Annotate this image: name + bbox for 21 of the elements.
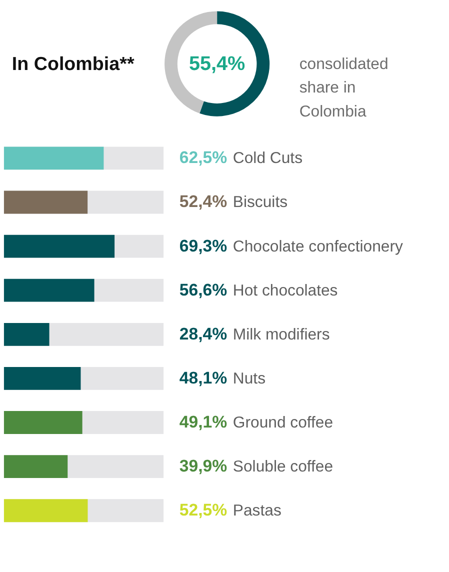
data-label: 52,4% (179, 192, 228, 212)
data-label: 52,5% (179, 500, 228, 520)
data-label: 28,4% (179, 324, 228, 344)
text: In Colombia** (12, 52, 135, 74)
data-label: 62,5% (179, 148, 228, 168)
category-label: Hot chocolates (232, 282, 338, 300)
data-label: 56,6% (179, 280, 228, 300)
category-label: Chocolate confectionery (232, 238, 403, 256)
category-label: Nuts (232, 370, 266, 388)
category-label: Cold Cuts (232, 150, 303, 168)
data-label: 39,9% (179, 456, 228, 476)
data-label: 49,1% (179, 412, 228, 432)
category-label: Pastas (232, 502, 282, 520)
text: consolidated share in Colombia (299, 56, 388, 120)
data-label: 48,1% (179, 368, 228, 388)
data-label: 69,3% (179, 236, 228, 256)
category-label: Ground coffee (232, 414, 334, 432)
category-label: Soluble coffee (232, 458, 334, 476)
category-label: Biscuits (232, 194, 288, 212)
category-label: Milk modifiers (232, 326, 330, 344)
data-label: 55,4% (188, 52, 246, 75)
